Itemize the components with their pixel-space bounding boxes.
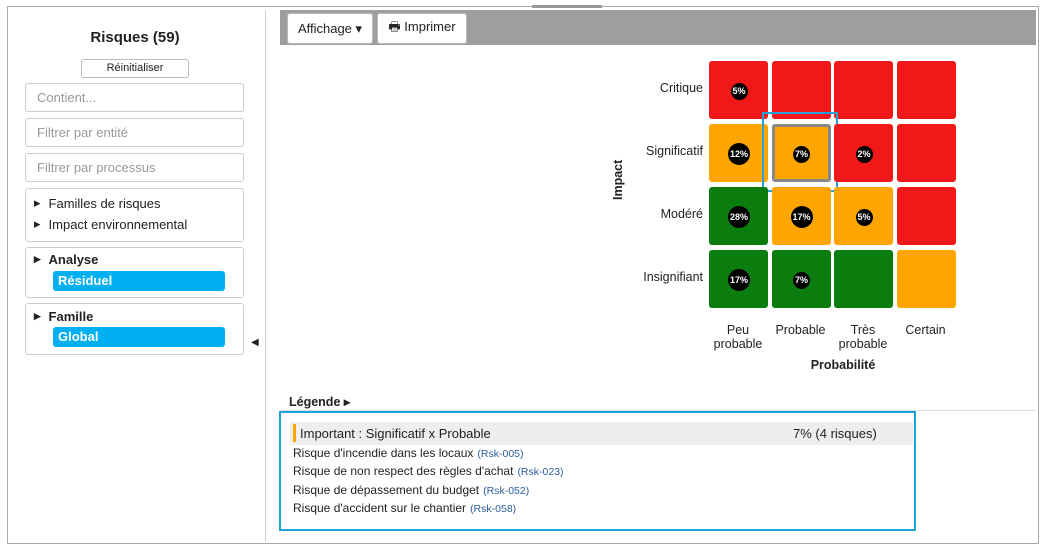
legend-label: Important : Significatif x Probable [300,426,491,441]
analysis-value[interactable]: Résiduel [53,271,225,291]
row-label: Insignifiant [643,270,703,284]
row-label: Modéré [660,207,703,221]
frame [7,6,1039,544]
x-axis-label: Probabilité [810,358,876,372]
percent-badge: 5% [855,208,873,226]
legend-swatch [293,424,296,442]
family-value[interactable]: Global [53,327,225,347]
matrix-cell[interactable] [771,124,831,182]
reset-button[interactable]: Réinitialiser [81,59,189,78]
matrix-cell[interactable] [834,61,893,119]
risk-name: Risque de dépassement du budget [293,482,480,497]
family-box [25,303,244,355]
risk-item[interactable]: Risque d'incendie dans les locaux (Rsk-00… [293,446,524,460]
percent-badge: 2% [855,145,873,163]
percent-badge: 17% [790,206,813,228]
risk-item[interactable]: Risque de dépassement du budget (Rsk-052) [293,483,529,497]
sidebar [17,10,266,542]
process-filter[interactable]: Filtrer par processus [25,153,244,182]
risk-id[interactable]: (Rsk-052) [483,484,530,497]
family-label[interactable]: Famille [34,309,94,325]
analysis-label[interactable]: Analyse [34,252,99,268]
risk-name: Risque de non respect des règles d'achat [293,464,514,479]
legend-value: 7% (4 risques) [793,426,877,441]
percent-badge: 28% [728,206,750,228]
matrix-cell[interactable] [834,250,893,308]
matrix-cell[interactable] [896,61,956,119]
group-toggle[interactable]: Impact environnemental [34,217,188,233]
column-label: Probable [775,323,826,337]
separator [280,410,1036,411]
matrix-cell[interactable] [896,250,956,308]
entity-filter[interactable]: Filtrer par entité [25,118,244,147]
view-button[interactable]: Affichage ▾ [287,13,373,44]
view-label: Affichage [297,21,352,36]
collapse-arrow[interactable]: ◀ [251,337,259,348]
group-box [25,188,244,242]
risk-item[interactable]: Risque de non respect des règles d'achat… [293,464,564,478]
risk-id[interactable]: (Rsk-005) [477,448,524,460]
matrix-cell[interactable] [896,124,956,182]
group-toggle[interactable]: Familles de risques [34,196,161,212]
matrix-cell[interactable] [896,187,956,245]
sidebar-title: Risques (59) [90,29,180,46]
drag-handle[interactable] [532,5,602,8]
legend-title-text: Légende [289,395,341,409]
percent-badge: 7% [793,145,810,163]
analysis-box [25,247,244,298]
search-input[interactable]: Contient... [25,83,244,112]
risk-name: Risque d'accident sur le chantier [293,500,467,515]
row-label: Significatif [646,144,703,158]
risk-id[interactable]: (Rsk-058) [470,502,517,515]
y-axis-label: Impact [611,159,625,200]
column-label: Peu probable [713,323,763,351]
column-label: Très probable [838,323,888,351]
print-button[interactable]: 🖶 Imprimer [377,13,467,44]
risk-name: Risque d'incendie dans les locaux [293,446,474,460]
print-label: Imprimer [404,19,456,34]
row-label: Critique [659,81,703,95]
percent-badge: 7% [793,271,810,289]
matrix-cell[interactable] [771,61,831,119]
risk-id[interactable]: (Rsk-023) [517,466,564,479]
percent-badge: 12% [728,143,750,165]
percent-badge: 5% [730,82,748,100]
risk-item[interactable]: Risque d'accident sur le chantier (Rsk-05… [293,501,516,515]
column-label: Certain [905,323,946,337]
legend-title[interactable]: Légende ▸ [289,395,351,409]
legend-header [290,422,913,445]
percent-badge: 17% [728,269,750,291]
